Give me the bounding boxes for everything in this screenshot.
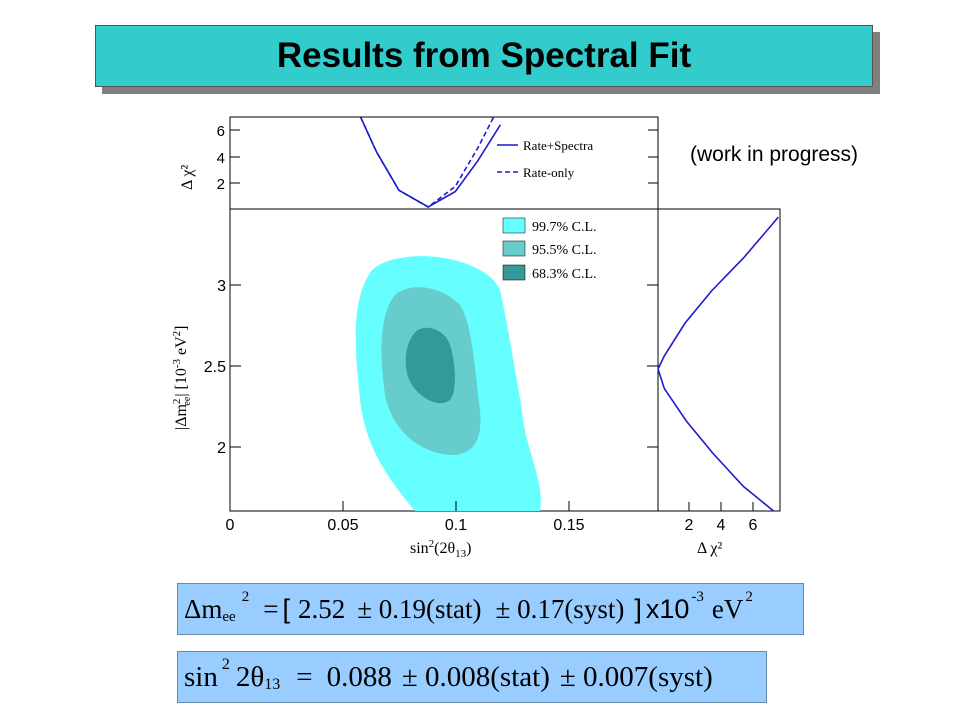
dm2-syst: ± 0.17(syst): [495, 593, 625, 624]
right-x-tick-2: 2: [685, 517, 694, 534]
dm2-value: 2.52: [297, 593, 346, 624]
dm2-lhs-sup: 2: [241, 588, 250, 605]
dm2-bracket-close: ]: [634, 593, 642, 624]
right-x-axis-label: Δ χ²: [697, 540, 723, 557]
dm2-exp: -3: [691, 588, 704, 605]
legend-label-99-7: 99.7% C.L.: [532, 220, 597, 235]
curve-layer: [359, 116, 779, 512]
sin2-equals: =: [296, 660, 313, 693]
right-x-tick-4: 4: [717, 517, 726, 534]
x-tick-0: 0: [226, 517, 235, 534]
progress-note: (work in progress): [690, 143, 859, 166]
legend-label-68-3: 68.3% C.L.: [532, 267, 597, 282]
dm2-lhs-sub: ee: [222, 608, 236, 625]
top-y-tick-6: 6: [217, 123, 225, 140]
sin2-value: 0.088: [326, 660, 392, 693]
x-tick-2: 0.1: [445, 517, 467, 534]
sin2-fn: sin: [184, 660, 218, 693]
legend-swatch-68-3: [502, 264, 526, 281]
legend-label-95-5: 95.5% C.L.: [532, 243, 597, 258]
y-tick-2-5: 2.5: [204, 359, 226, 376]
dm2-equation-box: Δm ee 2 = [ 2.52 ± 0.19(stat) ± 0.17(sys…: [177, 583, 804, 635]
right-curve-rate-spectra: [657, 216, 779, 512]
x-tick-3: 0.15: [553, 517, 584, 534]
slide-title: Results from Spectral Fit: [276, 36, 692, 75]
sin2-equation-box: sin 2 2θ 13 = 0.088 ± 0.008(stat) ± 0.00…: [177, 651, 767, 703]
sin2-stat: ± 0.008(stat): [401, 660, 550, 693]
y-axis-label: |Δm2ee| [10-3 eV2]: [171, 325, 193, 430]
dm2-stat: ± 0.19(stat): [357, 593, 482, 624]
contour-68-3: [405, 327, 455, 404]
x-tick-1: 0.05: [327, 517, 358, 534]
sin2-syst: ± 0.007(syst): [559, 660, 713, 693]
legend-swatch-99-7: [502, 217, 526, 234]
sin2-sup: 2: [221, 656, 230, 673]
contour-group: [355, 256, 541, 511]
top-legend-label-spectra: Rate+Spectra: [523, 138, 593, 153]
top-legend-label-rate: Rate-only: [523, 165, 575, 180]
top-y-axis: 2 4 6 Δ χ²: [179, 123, 658, 193]
y-tick-2: 2: [217, 440, 226, 457]
contour-legend: 99.7% C.L. 95.5% C.L. 68.3% C.L.: [502, 217, 597, 282]
dm2-equals: =: [263, 593, 279, 624]
dm2-unit-sup: 2: [745, 588, 753, 605]
right-panel-frame: [657, 208, 781, 512]
top-curve-rate-only: [359, 116, 495, 208]
right-x-axis: 2 4 6 Δ χ²: [685, 502, 758, 557]
main-y-axis: 2 2.5 3 |Δm2ee| [10-3 eV2]: [171, 278, 658, 457]
dm2-unit: eV: [711, 593, 744, 624]
top-y-tick-2: 2: [217, 176, 225, 193]
top-y-axis-label: Δ χ²: [179, 164, 196, 190]
sin2-theta: 2θ: [235, 660, 265, 693]
dm2-bracket-open: [: [282, 593, 290, 624]
right-x-tick-6: 6: [749, 517, 758, 534]
y-tick-3: 3: [217, 278, 226, 295]
x-axis-label: sin2(2θ13): [410, 538, 472, 560]
dm2-times: x10: [645, 593, 690, 624]
title-banner: Results from Spectral Fit: [95, 25, 873, 87]
top-legend: Rate+Spectra Rate-only: [497, 138, 593, 180]
dm2-lhs: Δm: [184, 593, 223, 624]
top-y-tick-4: 4: [217, 150, 225, 167]
legend-swatch-95-5: [502, 240, 526, 257]
sin2-sub: 13: [264, 676, 281, 693]
